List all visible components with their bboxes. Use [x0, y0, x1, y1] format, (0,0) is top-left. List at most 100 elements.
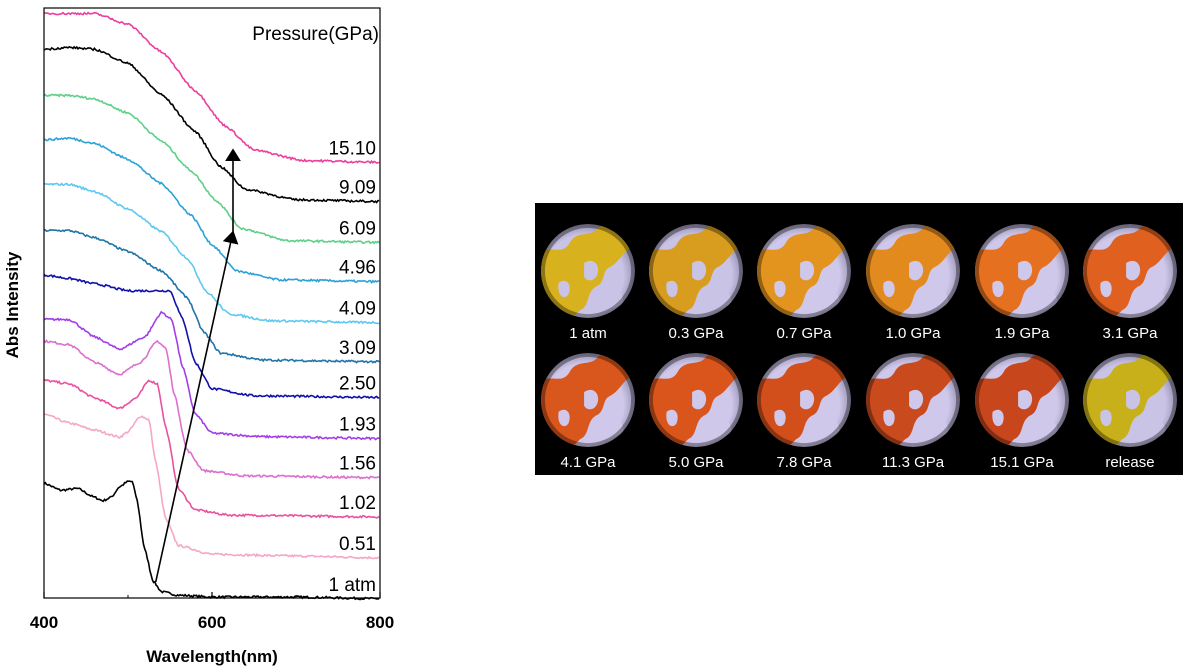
- substrate-gap: [909, 260, 924, 281]
- substrate-gap: [711, 290, 732, 311]
- x-axis-title: Wavelength(nm): [146, 647, 278, 666]
- substrate-gap: [1037, 290, 1058, 311]
- substrate-gap: [711, 419, 732, 440]
- curve-label: 4.96: [339, 258, 376, 279]
- spectrum-1-93: [43, 310, 380, 441]
- micrograph-cell: 1.0 GPa: [860, 221, 966, 351]
- micrograph-cell: 0.7 GPa: [751, 221, 857, 351]
- micrograph-image: [649, 224, 743, 318]
- micrograph-image: [1083, 353, 1177, 447]
- micrograph-image: [866, 224, 960, 318]
- arrow-1: [154, 230, 239, 583]
- vignette: [649, 224, 743, 318]
- substrate-gap: [603, 419, 624, 440]
- x-tick-label: 600: [198, 613, 226, 632]
- y-axis-title: Abs Intensity: [3, 251, 22, 358]
- substrate-gap: [666, 409, 678, 427]
- vignette: [866, 224, 960, 318]
- curve-label: 1.93: [339, 414, 376, 435]
- micrograph-image: [1083, 224, 1177, 318]
- absorption-chart: 1 atm 0.51 1.02 1.56 1.93 2.50 3.09 4.09 4.96 6.0…: [3, 7, 394, 666]
- substrate-gap: [1126, 260, 1141, 281]
- substrate-gap: [819, 419, 840, 440]
- x-tick-label: 800: [366, 613, 394, 632]
- substrate-gap: [558, 409, 570, 427]
- micrograph-image: [975, 224, 1069, 318]
- substrate-gap: [584, 389, 599, 410]
- micrograph-label: 11.3 GPa: [881, 454, 945, 471]
- spectra-curves: [43, 11, 380, 601]
- micrograph-cell: 1.9 GPa: [969, 221, 1075, 351]
- optical-micrograph-panel: 1 atm 0.3 GPa 0.7 GPa 1.0 GPa 1.9 GPa 3.1 GPa…: [535, 203, 1183, 475]
- micrograph-image: [757, 224, 851, 318]
- substrate-gap: [558, 280, 570, 298]
- substrate-gap: [1037, 419, 1058, 440]
- substrate-gap: [800, 389, 815, 410]
- substrate-gap: [1145, 290, 1166, 311]
- substrate-gap: [819, 290, 840, 311]
- micrograph-label: 1 atm: [569, 325, 607, 342]
- vignette: [757, 353, 851, 447]
- substrate-gap: [692, 260, 707, 281]
- curve-label: 1.02: [339, 493, 376, 514]
- micrograph-cell: 11.3 GPa: [860, 350, 966, 480]
- substrate-gap: [666, 280, 678, 298]
- curve-labels: 1 atm 0.51 1.02 1.56 1.93 2.50 3.09 4.09 4.96 6.0…: [328, 138, 376, 595]
- substrate-gap: [992, 409, 1004, 427]
- substrate-gap: [584, 260, 599, 281]
- vignette: [1083, 224, 1177, 318]
- x-tick-label: 400: [30, 613, 58, 632]
- micrograph-cell: 1 atm: [535, 221, 641, 351]
- curve-label: 2.50: [339, 374, 376, 395]
- vignette: [649, 353, 743, 447]
- curve-label: 0.51: [339, 534, 376, 555]
- substrate-gap: [603, 290, 624, 311]
- substrate-gap: [928, 419, 949, 440]
- micrograph-image: [649, 353, 743, 447]
- curve-label: 3.09: [339, 338, 376, 359]
- spectrum-4-09: [43, 182, 380, 325]
- substrate-gap: [1018, 260, 1033, 281]
- legend-title: Pressure(GPa): [252, 24, 379, 45]
- x-axis-ticks: 400 600 800: [30, 592, 394, 632]
- curve-label: 1.56: [339, 454, 376, 475]
- substrate-gap: [774, 280, 786, 298]
- curve-label: 15.10: [328, 138, 376, 159]
- substrate-gap: [1018, 389, 1033, 410]
- micrograph-label: 15.1 GPa: [990, 454, 1054, 471]
- micrograph-label: 1.9 GPa: [994, 325, 1050, 342]
- spectrum-1-56: [43, 338, 380, 480]
- micrograph-label: 4.1 GPa: [560, 454, 616, 471]
- spectrum-6-09: [43, 93, 380, 245]
- vignette: [866, 353, 960, 447]
- vignette: [1083, 353, 1177, 447]
- vignette: [541, 353, 635, 447]
- micrograph-image: [975, 353, 1069, 447]
- vignette: [975, 353, 1069, 447]
- micrograph-label: 3.1 GPa: [1102, 325, 1158, 342]
- substrate-gap: [774, 409, 786, 427]
- micrograph-cell: 5.0 GPa: [643, 350, 749, 480]
- plot-frame: [43, 7, 381, 599]
- micrograph-cell: 15.1 GPa: [969, 350, 1075, 480]
- micrograph-image: [757, 353, 851, 447]
- micrograph-cell: 3.1 GPa: [1077, 221, 1183, 351]
- substrate-gap: [1100, 280, 1112, 298]
- curve-label: 4.09: [339, 299, 376, 320]
- substrate-gap: [992, 280, 1004, 298]
- micrograph-label: 0.7 GPa: [776, 325, 832, 342]
- substrate-gap: [883, 280, 895, 298]
- micrograph-image: [866, 353, 960, 447]
- substrate-gap: [883, 409, 895, 427]
- substrate-gap: [928, 290, 949, 311]
- spectrum-15-10: [43, 11, 380, 165]
- micrograph-label: 5.0 GPa: [668, 454, 724, 471]
- micrograph-image: [541, 353, 635, 447]
- micrograph-label: 0.3 GPa: [668, 325, 724, 342]
- vignette: [541, 224, 635, 318]
- micrograph-cell: release: [1077, 350, 1183, 480]
- spectrum-2-50: [43, 273, 380, 400]
- micrograph-cell: 0.3 GPa: [643, 221, 749, 351]
- spectrum-3-09: [43, 228, 380, 364]
- micrograph-cell: 7.8 GPa: [751, 350, 857, 480]
